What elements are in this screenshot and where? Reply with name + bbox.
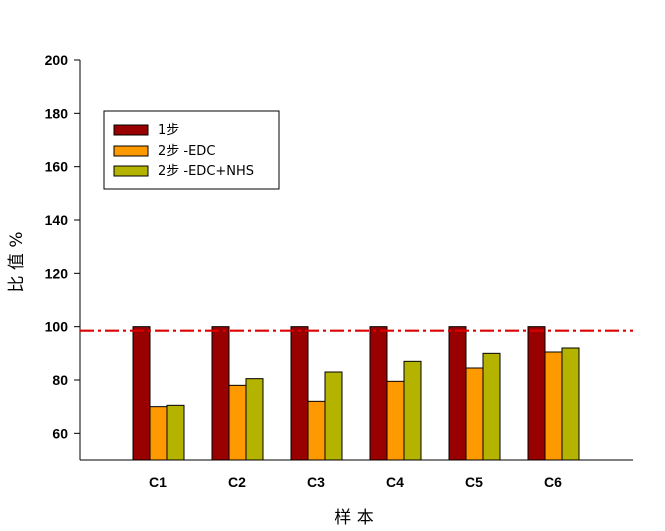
bar-c2-series-3 [245,378,264,461]
bar-c3-series-2 [307,400,326,461]
x-tick-label: C3 [307,474,325,490]
x-tick-label: C4 [386,474,404,490]
bar-c4-series-3 [403,360,422,461]
y-tick-label: 180 [45,105,69,121]
legend-label-2step-edc-nhs: 2步 -EDC+NHS [158,164,254,179]
bar-c6-series-1 [527,326,546,461]
x-tick-label: C2 [228,474,246,490]
bar-c6-series-2 [544,351,563,461]
legend-swatch-1step [113,124,149,136]
x-axis-title: 样 本 [334,508,373,528]
y-tick-label: 160 [45,159,69,175]
x-tick-label: C5 [465,474,483,490]
legend-swatch-2step-edc-nhs [113,165,149,177]
bar-c1-series-2 [149,406,168,461]
bar-c3-series-1 [290,326,309,461]
x-tick-label: C6 [544,474,562,490]
legend-swatch-2step-edc [113,145,149,157]
bar-c5-series-3 [482,352,501,461]
y-axis-title: 比 值 % [7,232,27,293]
bar-c1-series-3 [166,404,185,461]
y-tick-label: 100 [45,319,69,335]
bar-c1-series-1 [132,326,151,461]
legend: 1步 2步 -EDC 2步 -EDC+NHS [103,110,280,190]
y-tick-label: 140 [45,212,69,228]
bar-c5-series-1 [448,326,467,461]
bar-c6-series-3 [561,347,580,461]
bar-c2-series-2 [228,384,247,461]
x-tick-label: C1 [149,474,167,490]
x-ticks: C1 C2 C3 C4 C5 C6 [149,474,562,490]
x-axis: C1 C2 C3 C4 C5 C6 [80,459,633,490]
bar-c4-series-2 [386,380,405,461]
legend-label-1step: 1步 [158,123,179,138]
y-ticks: 60 80 100 120 140 160 180 200 [45,52,80,441]
bar-c5-series-2 [465,367,484,461]
y-tick-label: 60 [52,425,68,441]
bars [132,326,580,461]
legend-label-2step-edc: 2步 -EDC [158,144,215,159]
bar-c3-series-3 [324,371,343,461]
y-tick-label: 120 [45,265,69,281]
y-axis: 60 80 100 120 140 160 180 200 [45,52,81,460]
y-tick-label: 80 [52,372,68,388]
y-tick-label: 200 [45,52,69,68]
bar-c4-series-1 [369,326,388,461]
bar-c2-series-1 [211,326,230,461]
